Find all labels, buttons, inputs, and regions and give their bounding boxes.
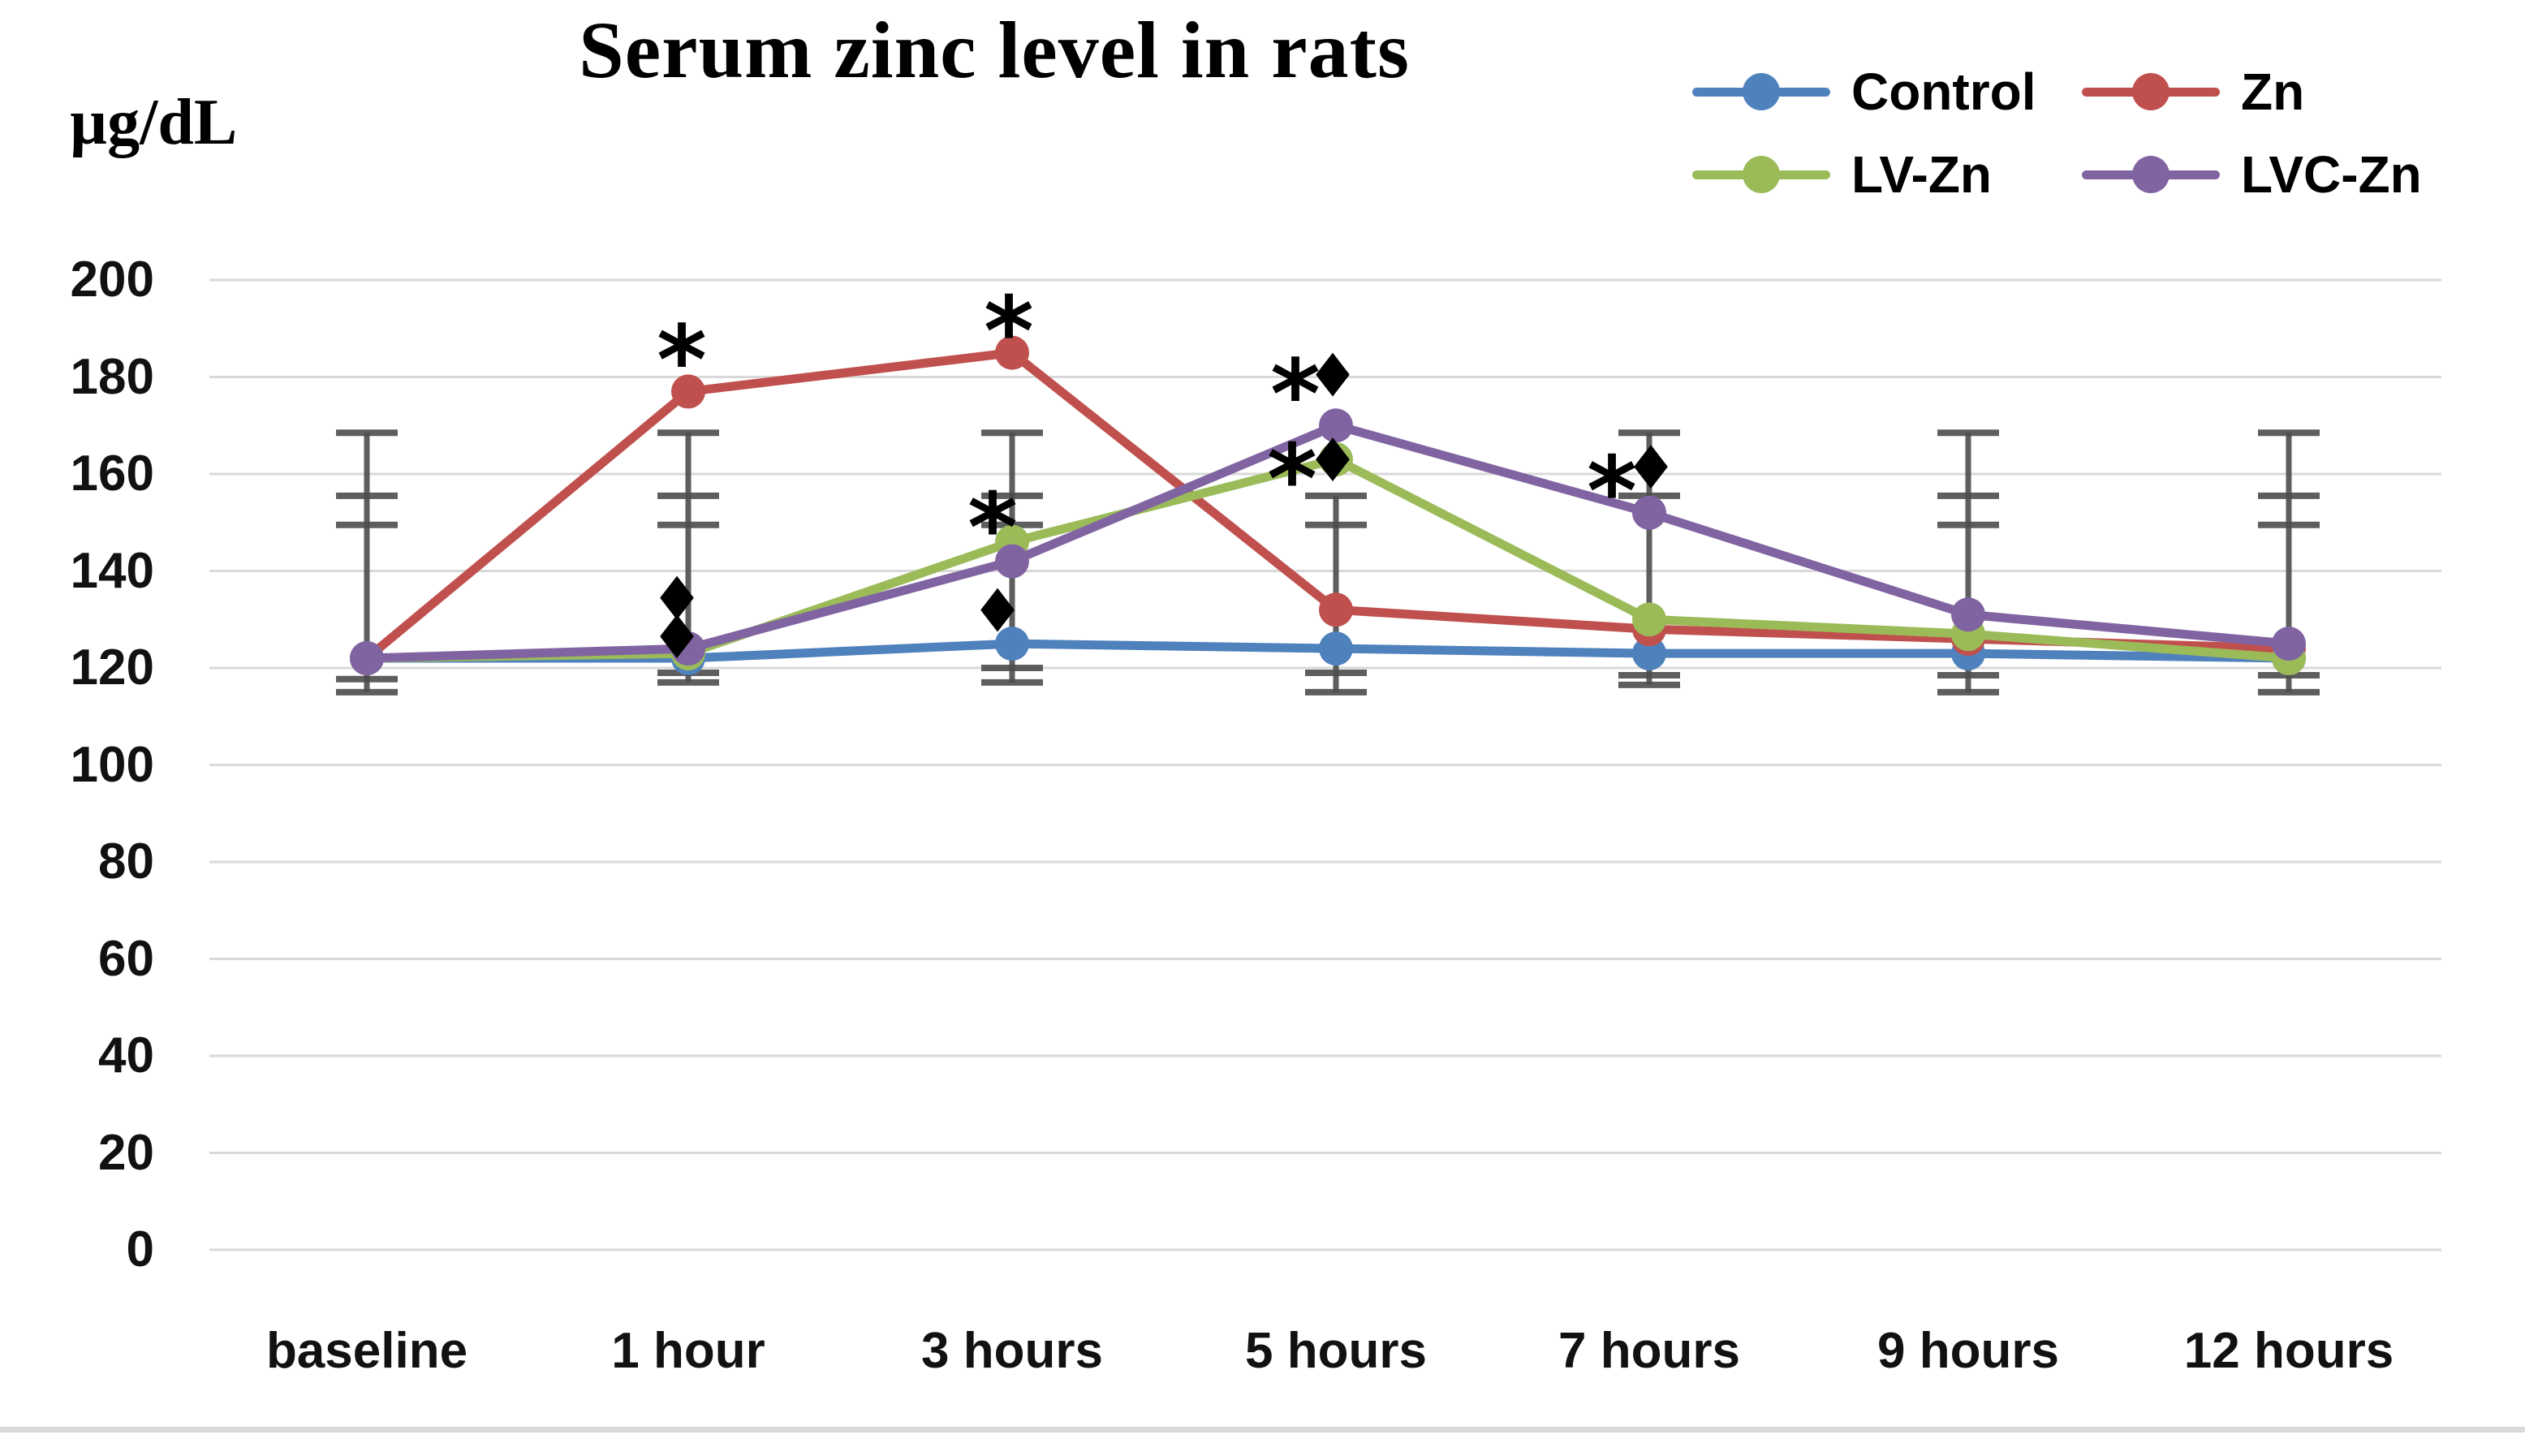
y-axis-tick-label: 160 bbox=[70, 446, 154, 502]
x-axis-tick-label: 9 hours bbox=[1877, 1323, 2059, 1379]
significance-asterisk: * bbox=[1267, 423, 1317, 535]
data-point-zn bbox=[1319, 592, 1353, 627]
significance-asterisk: * bbox=[1270, 338, 1321, 450]
legend-label: LV-Zn bbox=[1851, 145, 1992, 204]
legend-item-control: Control bbox=[1692, 54, 2082, 130]
y-axis-tick-label: 40 bbox=[98, 1027, 154, 1083]
significance-asterisk: * bbox=[984, 275, 1034, 387]
significance-diamond: ♦ bbox=[1624, 433, 1678, 503]
y-axis-tick-label: 20 bbox=[98, 1124, 154, 1181]
data-point-lv-zn bbox=[1632, 602, 1666, 637]
legend-label: Control bbox=[1851, 62, 2036, 121]
legend-label: Zn bbox=[2241, 62, 2305, 121]
x-axis-tick-label: baseline bbox=[265, 1323, 468, 1379]
data-point-zn bbox=[995, 335, 1029, 370]
y-axis-unit-label: µg/dL bbox=[70, 87, 238, 158]
significance-diamond: ♦ bbox=[971, 576, 1024, 646]
legend-marker-icon bbox=[1692, 71, 1830, 113]
y-axis-tick-label: 80 bbox=[98, 834, 154, 890]
x-axis-tick-label: 1 hour bbox=[611, 1323, 765, 1379]
data-point-lvc-zn bbox=[2272, 627, 2306, 661]
significance-asterisk: * bbox=[1587, 435, 1637, 547]
legend-marker-icon bbox=[1692, 153, 1830, 196]
chart-title: Serum zinc level in rats bbox=[579, 5, 1410, 95]
legend-label: LVC-Zn bbox=[2241, 145, 2422, 204]
data-point-control bbox=[1632, 636, 1666, 671]
significance-diamond: ♦ bbox=[1306, 342, 1359, 411]
data-point-lvc-zn bbox=[1632, 495, 1666, 530]
bottom-divider-line bbox=[0, 1427, 2525, 1432]
data-point-lvc-zn bbox=[1951, 597, 1985, 632]
x-axis-tick-label: 12 hours bbox=[2183, 1323, 2394, 1379]
y-axis-tick-label: 120 bbox=[70, 640, 154, 696]
y-axis-tick-label: 100 bbox=[70, 736, 154, 793]
legend-item-zn: Zn bbox=[2082, 54, 2422, 130]
x-axis-tick-label: 7 hours bbox=[1558, 1323, 1740, 1379]
legend: Control Zn LV-Zn LVC-Zn bbox=[1692, 54, 2422, 213]
significance-diamond: ♦ bbox=[650, 603, 704, 673]
legend-item-lvc-zn: LVC-Zn bbox=[2082, 136, 2422, 213]
y-axis-tick-label: 180 bbox=[70, 348, 154, 405]
data-point-lv-zn bbox=[1319, 442, 1353, 477]
y-axis-tick-label: 60 bbox=[98, 930, 154, 987]
y-axis-tick-label: 200 bbox=[70, 252, 154, 308]
data-point-lvc-zn bbox=[671, 631, 705, 666]
legend-marker-icon bbox=[2082, 71, 2220, 113]
y-axis-tick-label: 140 bbox=[70, 542, 154, 599]
data-point-lvc-zn bbox=[995, 544, 1029, 579]
significance-diamond: ♦ bbox=[1306, 426, 1359, 496]
data-point-control bbox=[1319, 631, 1353, 666]
legend-item-lv-zn: LV-Zn bbox=[1692, 136, 2082, 213]
x-axis-tick-label: 5 hours bbox=[1245, 1323, 1427, 1379]
data-point-lvc-zn bbox=[1319, 408, 1353, 443]
y-axis-tick-label: 0 bbox=[126, 1221, 154, 1277]
data-point-lvc-zn bbox=[350, 641, 384, 676]
data-point-control bbox=[995, 627, 1029, 661]
x-axis-tick-label: 3 hours bbox=[921, 1323, 1103, 1379]
significance-diamond: ♦ bbox=[650, 564, 704, 634]
legend-marker-icon bbox=[2082, 153, 2220, 196]
significance-asterisk: * bbox=[967, 472, 1018, 584]
data-point-zn bbox=[671, 374, 705, 409]
significance-asterisk: * bbox=[657, 304, 707, 416]
